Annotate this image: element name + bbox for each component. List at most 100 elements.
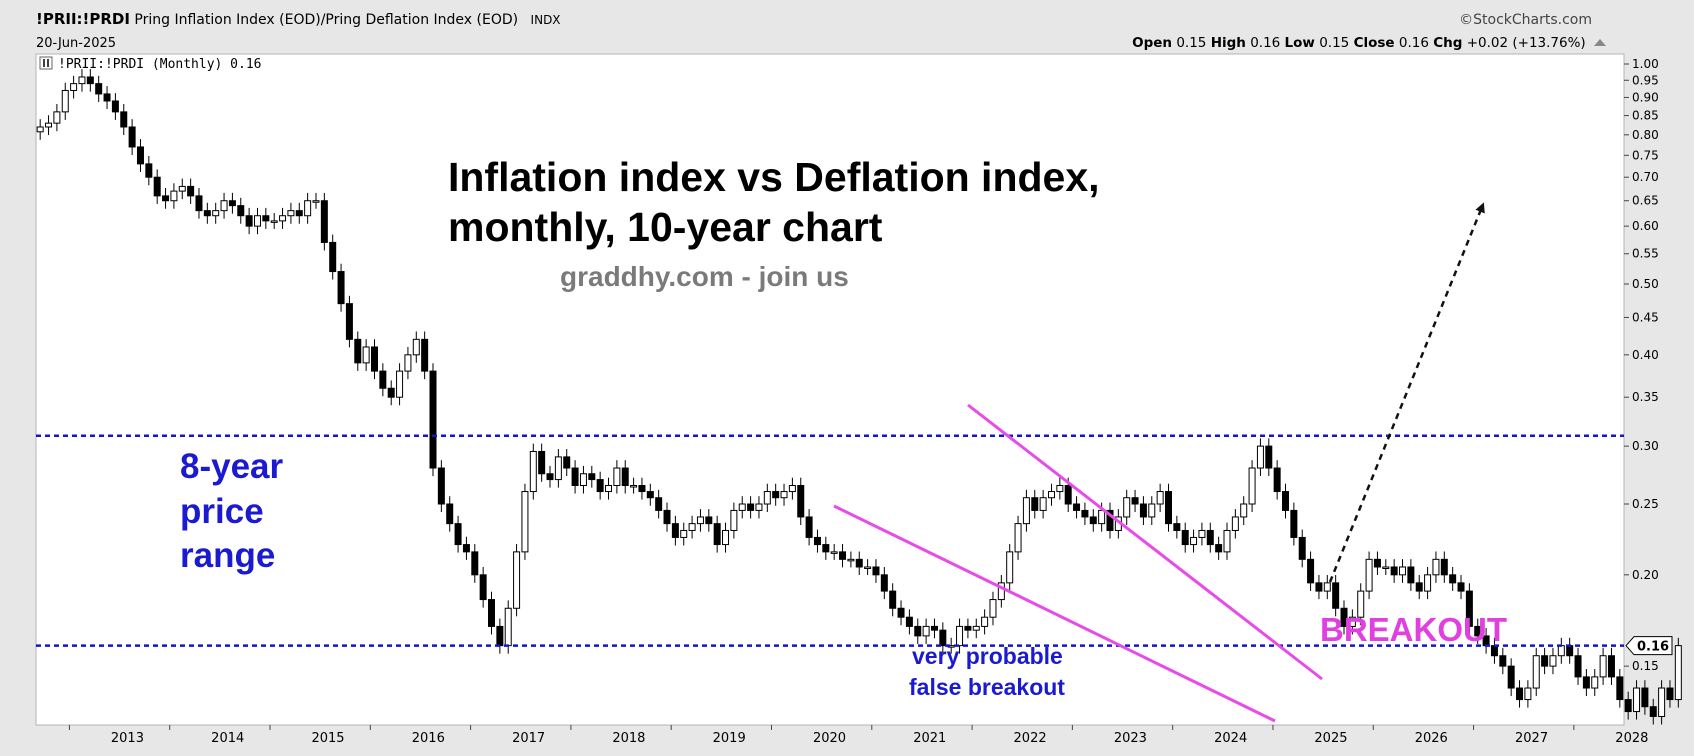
candle: [554, 449, 562, 488]
candle: [1198, 522, 1206, 546]
candle: [1006, 544, 1014, 591]
candle: [270, 213, 278, 229]
candle: [989, 591, 997, 626]
candle: [1474, 618, 1482, 644]
candle: [1290, 502, 1298, 546]
candle: [370, 339, 378, 380]
candle: [956, 618, 964, 654]
candle: [1348, 609, 1356, 635]
candle: [897, 600, 905, 626]
candle: [788, 477, 796, 500]
candle: [1465, 583, 1473, 635]
candle: [1457, 575, 1465, 600]
candle: [279, 207, 287, 229]
candle: [237, 197, 245, 224]
candle: [680, 522, 688, 546]
x-tick-label: 2018: [612, 731, 645, 746]
x-tick-label: 2028: [1615, 731, 1648, 746]
close-value: 0.16: [1398, 35, 1429, 51]
candle: [621, 460, 629, 494]
candle: [1307, 551, 1315, 591]
candle: [972, 618, 980, 639]
candle: [705, 509, 713, 532]
x-tick-label: 2025: [1314, 731, 1347, 746]
candle: [337, 263, 345, 312]
candle: [329, 234, 337, 280]
candle: [1022, 489, 1030, 532]
candle: [170, 183, 178, 209]
candle: [1265, 438, 1273, 477]
candle: [1047, 483, 1055, 506]
x-tick-label: 2024: [1214, 731, 1247, 746]
y-tick-label: 0.75: [1632, 148, 1659, 162]
candle: [95, 75, 103, 102]
legend-candle-icon: [39, 56, 53, 70]
brand-label: ©StockCharts.com: [1459, 12, 1592, 28]
candle: [178, 178, 186, 200]
false-breakout-line-2: false breakout: [909, 674, 1065, 700]
candle: [1624, 691, 1632, 720]
candle: [1607, 647, 1615, 685]
candle: [905, 609, 913, 635]
candle: [722, 522, 730, 553]
candle: [513, 544, 521, 617]
candle: [1206, 522, 1214, 553]
candle: [396, 363, 404, 406]
candles: [36, 69, 1682, 725]
legend-box: !PRII:!PRDI (Monthly) 0.16: [39, 56, 262, 72]
candle: [1373, 551, 1381, 576]
candle: [1173, 515, 1181, 539]
candle: [939, 622, 947, 654]
candle: [1148, 496, 1156, 525]
candle: [145, 156, 153, 186]
candle: [136, 139, 144, 172]
candle: [981, 609, 989, 635]
candle: [1215, 536, 1223, 560]
candle: [36, 119, 44, 140]
candle: [61, 82, 69, 120]
candle: [471, 544, 479, 583]
candle: [830, 544, 838, 560]
low-label: Low: [1284, 35, 1315, 51]
candle: [153, 169, 161, 204]
x-tick-label: 2016: [412, 731, 445, 746]
y-tick-label: 0.25: [1632, 497, 1659, 511]
candle: [1332, 575, 1340, 617]
candle: [772, 483, 780, 506]
candle: [930, 618, 938, 639]
candle: [437, 460, 445, 513]
candle: [103, 86, 111, 110]
high-value: 0.16: [1250, 35, 1281, 51]
candle: [1541, 647, 1549, 675]
x-tick-label: 2021: [913, 731, 946, 746]
candle: [86, 69, 94, 92]
falling-wedge: [833, 403, 1323, 723]
candle: [320, 192, 328, 251]
candle: [1014, 515, 1022, 560]
candle: [429, 363, 437, 477]
y-tick-label: 0.15: [1632, 659, 1659, 673]
candle: [1407, 559, 1415, 591]
candle: [1516, 680, 1524, 708]
low-value: 0.15: [1319, 35, 1350, 51]
candle: [1449, 566, 1457, 591]
y-axis-ticks: [1624, 63, 1629, 667]
candle: [663, 502, 671, 532]
candle: [228, 192, 236, 214]
candle: [245, 207, 253, 235]
breakout-arrow: [1328, 202, 1485, 583]
candle: [596, 471, 604, 500]
candle: [1616, 669, 1624, 708]
candle: [563, 449, 571, 477]
candle: [304, 192, 312, 224]
candle: [688, 515, 696, 539]
candle: [1039, 489, 1047, 519]
candle: [1633, 680, 1641, 720]
candle: [253, 207, 261, 235]
candle: [162, 188, 170, 209]
x-tick-label: 2014: [211, 731, 244, 746]
candle: [362, 339, 370, 371]
candle: [220, 192, 228, 219]
y-tick-label: 0.85: [1632, 109, 1659, 123]
